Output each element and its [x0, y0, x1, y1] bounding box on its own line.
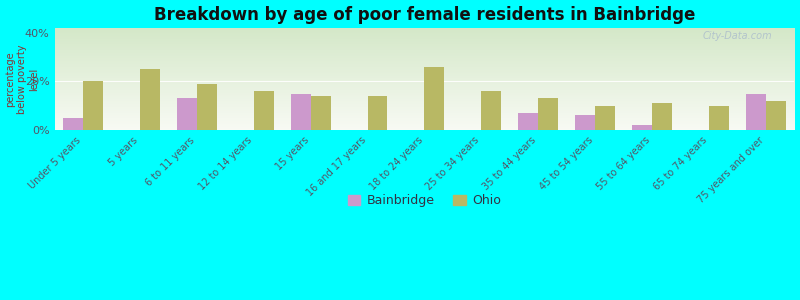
Bar: [575, 116, 595, 130]
Bar: [83, 81, 103, 130]
Bar: [766, 101, 786, 130]
Title: Breakdown by age of poor female residents in Bainbridge: Breakdown by age of poor female resident…: [154, 6, 695, 24]
Legend: Bainbridge, Ohio: Bainbridge, Ohio: [343, 190, 506, 212]
Bar: [254, 91, 274, 130]
Bar: [140, 69, 160, 130]
Bar: [746, 94, 766, 130]
Bar: [310, 96, 330, 130]
Bar: [482, 91, 502, 130]
Bar: [367, 96, 387, 130]
Bar: [595, 106, 615, 130]
Bar: [197, 84, 217, 130]
Text: City-Data.com: City-Data.com: [702, 31, 772, 41]
Bar: [518, 113, 538, 130]
Bar: [425, 67, 445, 130]
Bar: [632, 125, 652, 130]
Bar: [177, 98, 197, 130]
Bar: [538, 98, 558, 130]
Bar: [709, 106, 729, 130]
Bar: [63, 118, 83, 130]
Y-axis label: percentage
below poverty
level: percentage below poverty level: [6, 44, 38, 114]
Bar: [652, 103, 672, 130]
Bar: [290, 94, 310, 130]
